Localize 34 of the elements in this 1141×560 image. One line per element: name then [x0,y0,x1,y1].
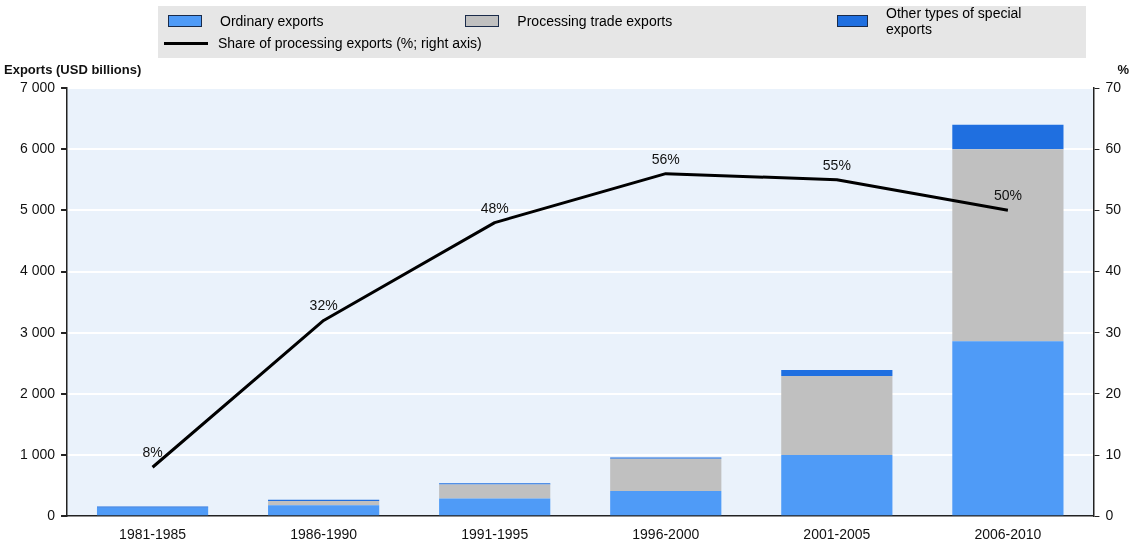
y-tick-label: 7 000 [19,78,56,95]
x-tick-label: 2006-2010 [974,526,1042,543]
y-tick-label: 2 000 [19,384,56,401]
y2-axis-title: % [1117,62,1130,77]
y2-tick-label: 10 [1105,445,1122,462]
y-axis-title: Exports (USD billions) [4,62,142,77]
data-label: 50% [993,187,1022,204]
y-tick-label: 5 000 [19,201,56,218]
x-tick-label: 1996-2000 [632,526,700,543]
y-tick-label: 3 000 [19,323,56,340]
x-tick-label: 1991-1995 [461,526,529,543]
y2-tick-label: 20 [1105,384,1122,401]
legend-label: Processing trade exports [517,13,673,29]
data-label: 48% [480,199,509,216]
legend-label: Ordinary exports [220,13,324,29]
x-tick-label: 1986-1990 [290,526,358,543]
y2-tick-label: 50 [1105,201,1122,218]
y2-tick-label: 40 [1105,262,1122,279]
x-tick-label: 1981-1985 [119,526,187,543]
data-label: 32% [309,297,338,314]
y-tick-label: 1 000 [19,445,56,462]
data-label: 8% [142,444,163,461]
y-tick-label: 6 000 [19,140,56,157]
legend-label: Share of processing exports (%; right axis) [218,35,482,51]
y-tick-label: 4 000 [19,262,56,279]
data-label: 55% [822,156,851,173]
x-tick-label: 2001-2005 [803,526,871,543]
y2-tick-label: 0 [1105,507,1114,524]
y2-tick-label: 30 [1105,323,1122,340]
data-label: 56% [651,150,680,167]
legend-label: Other types of special exports [886,5,1023,37]
y2-tick-label: 70 [1105,78,1122,95]
y-tick-label: 0 [47,507,56,524]
y2-tick-label: 60 [1105,140,1122,157]
